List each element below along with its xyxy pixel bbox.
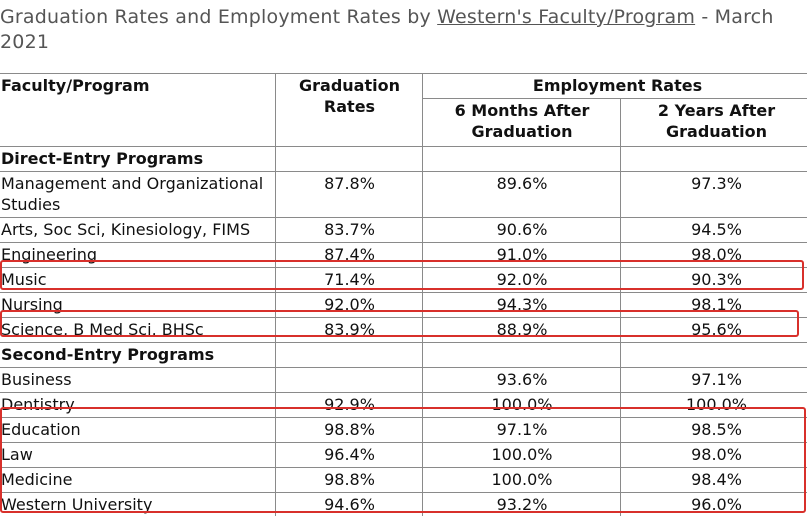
program-cell: Engineering	[0, 242, 276, 268]
table-row: Second-Entry Programs	[0, 342, 807, 368]
program-cell: Arts, Soc Sci, Kinesiology, FIMS	[0, 217, 276, 243]
rate-cell	[275, 342, 423, 368]
rates-table: Faculty/Program Graduation Rates Employm…	[0, 73, 807, 516]
table-row: Engineering 87.4% 91.0% 98.0%	[0, 242, 807, 268]
header-cell: Employment Rates	[421, 73, 807, 99]
rate-cell: 100.0%	[422, 392, 621, 418]
rate-cell: 98.5%	[619, 417, 807, 443]
program-cell: Education	[0, 417, 276, 443]
table-row: Western University 94.6% 93.2% 96.0%	[0, 492, 807, 516]
section-cell: Direct-Entry Programs	[0, 146, 276, 172]
rate-cell: 87.8%	[275, 171, 423, 218]
rate-cell: 93.6%	[422, 367, 621, 393]
rate-cell: 97.1%	[619, 367, 807, 393]
program-cell: Music	[0, 267, 276, 293]
rate-cell: 98.0%	[619, 242, 807, 268]
rate-cell	[422, 342, 621, 368]
rate-cell: 91.0%	[422, 242, 621, 268]
program-cell: Law	[0, 442, 276, 468]
program-cell: Medicine	[0, 467, 276, 493]
rate-cell	[619, 146, 807, 172]
table-row: Dentistry 92.9% 100.0% 100.0%	[0, 392, 807, 418]
rate-cell	[275, 146, 423, 172]
rate-cell: 100.0%	[422, 467, 621, 493]
header-cell: Faculty/Program	[0, 73, 276, 147]
rate-cell: 98.4%	[619, 467, 807, 493]
rate-cell: 94.5%	[619, 217, 807, 243]
rate-cell: 93.2%	[422, 492, 621, 516]
rate-cell: 92.0%	[422, 267, 621, 293]
table-row: Medicine 98.8% 100.0% 98.4%	[0, 467, 807, 493]
rate-cell: 96.4%	[275, 442, 423, 468]
table-row: Direct-Entry Programs	[0, 146, 807, 172]
program-cell: Western University	[0, 492, 276, 516]
rate-cell: 97.1%	[422, 417, 621, 443]
program-cell: Business	[0, 367, 276, 393]
rate-cell: 96.0%	[619, 492, 807, 516]
rate-cell: 98.0%	[619, 442, 807, 468]
rate-cell: 98.1%	[619, 292, 807, 318]
table-row: Education 98.8% 97.1% 98.5%	[0, 417, 807, 443]
title-link[interactable]: Western's Faculty/Program	[437, 6, 696, 28]
rate-cell: 88.9%	[422, 317, 621, 343]
rate-cell: 83.9%	[275, 317, 423, 343]
table-row: Nursing 92.0% 94.3% 98.1%	[0, 292, 807, 318]
table-row: Management and Organizational Studies 87.…	[0, 171, 807, 218]
table-row: Science, B Med Sci, BHSc 83.9% 88.9% 95.6%	[0, 317, 807, 343]
program-cell: Management and Organizational Studies	[0, 171, 276, 218]
rate-cell: 94.3%	[422, 292, 621, 318]
rate-cell: 92.9%	[275, 392, 423, 418]
title-suffix: - March 2021	[0, 6, 774, 53]
table-row: Arts, Soc Sci, Kinesiology, FIMS 83.7% 90.…	[0, 217, 807, 243]
page-title: Graduation Rates and Employment Rates by…	[0, 5, 800, 55]
rate-cell: 100.0%	[422, 442, 621, 468]
title-text: Graduation Rates and Employment Rates by	[0, 6, 431, 28]
rate-cell: 87.4%	[275, 242, 423, 268]
rate-cell: 90.3%	[619, 267, 807, 293]
rate-cell	[422, 146, 621, 172]
table-row: Music 71.4% 92.0% 90.3%	[0, 267, 807, 293]
rate-cell: 90.6%	[422, 217, 621, 243]
table-row: Law 96.4% 100.0% 98.0%	[0, 442, 807, 468]
program-cell: Dentistry	[0, 392, 276, 418]
rate-cell	[619, 342, 807, 368]
rate-cell: 97.3%	[619, 171, 807, 218]
header-cell: 6 Months After Graduation	[422, 98, 621, 147]
rate-cell: 98.8%	[275, 467, 423, 493]
rate-cell: 98.8%	[275, 417, 423, 443]
rate-cell	[275, 367, 423, 393]
header-cell: Graduation Rates	[275, 73, 423, 147]
rate-cell: 71.4%	[275, 267, 423, 293]
table-row: Business 93.6% 97.1%	[0, 367, 807, 393]
rate-cell: 92.0%	[275, 292, 423, 318]
section-cell: Second-Entry Programs	[0, 342, 276, 368]
program-cell: Nursing	[0, 292, 276, 318]
program-cell: Science, B Med Sci, BHSc	[0, 317, 276, 343]
rate-cell: 95.6%	[619, 317, 807, 343]
table-body: Direct-Entry Programs Management and Orga…	[0, 146, 807, 516]
rate-cell: 100.0%	[619, 392, 807, 418]
header-cell: 2 Years After Graduation	[619, 98, 807, 147]
rate-cell: 94.6%	[275, 492, 423, 516]
rate-cell: 89.6%	[422, 171, 621, 218]
rate-cell: 83.7%	[275, 217, 423, 243]
